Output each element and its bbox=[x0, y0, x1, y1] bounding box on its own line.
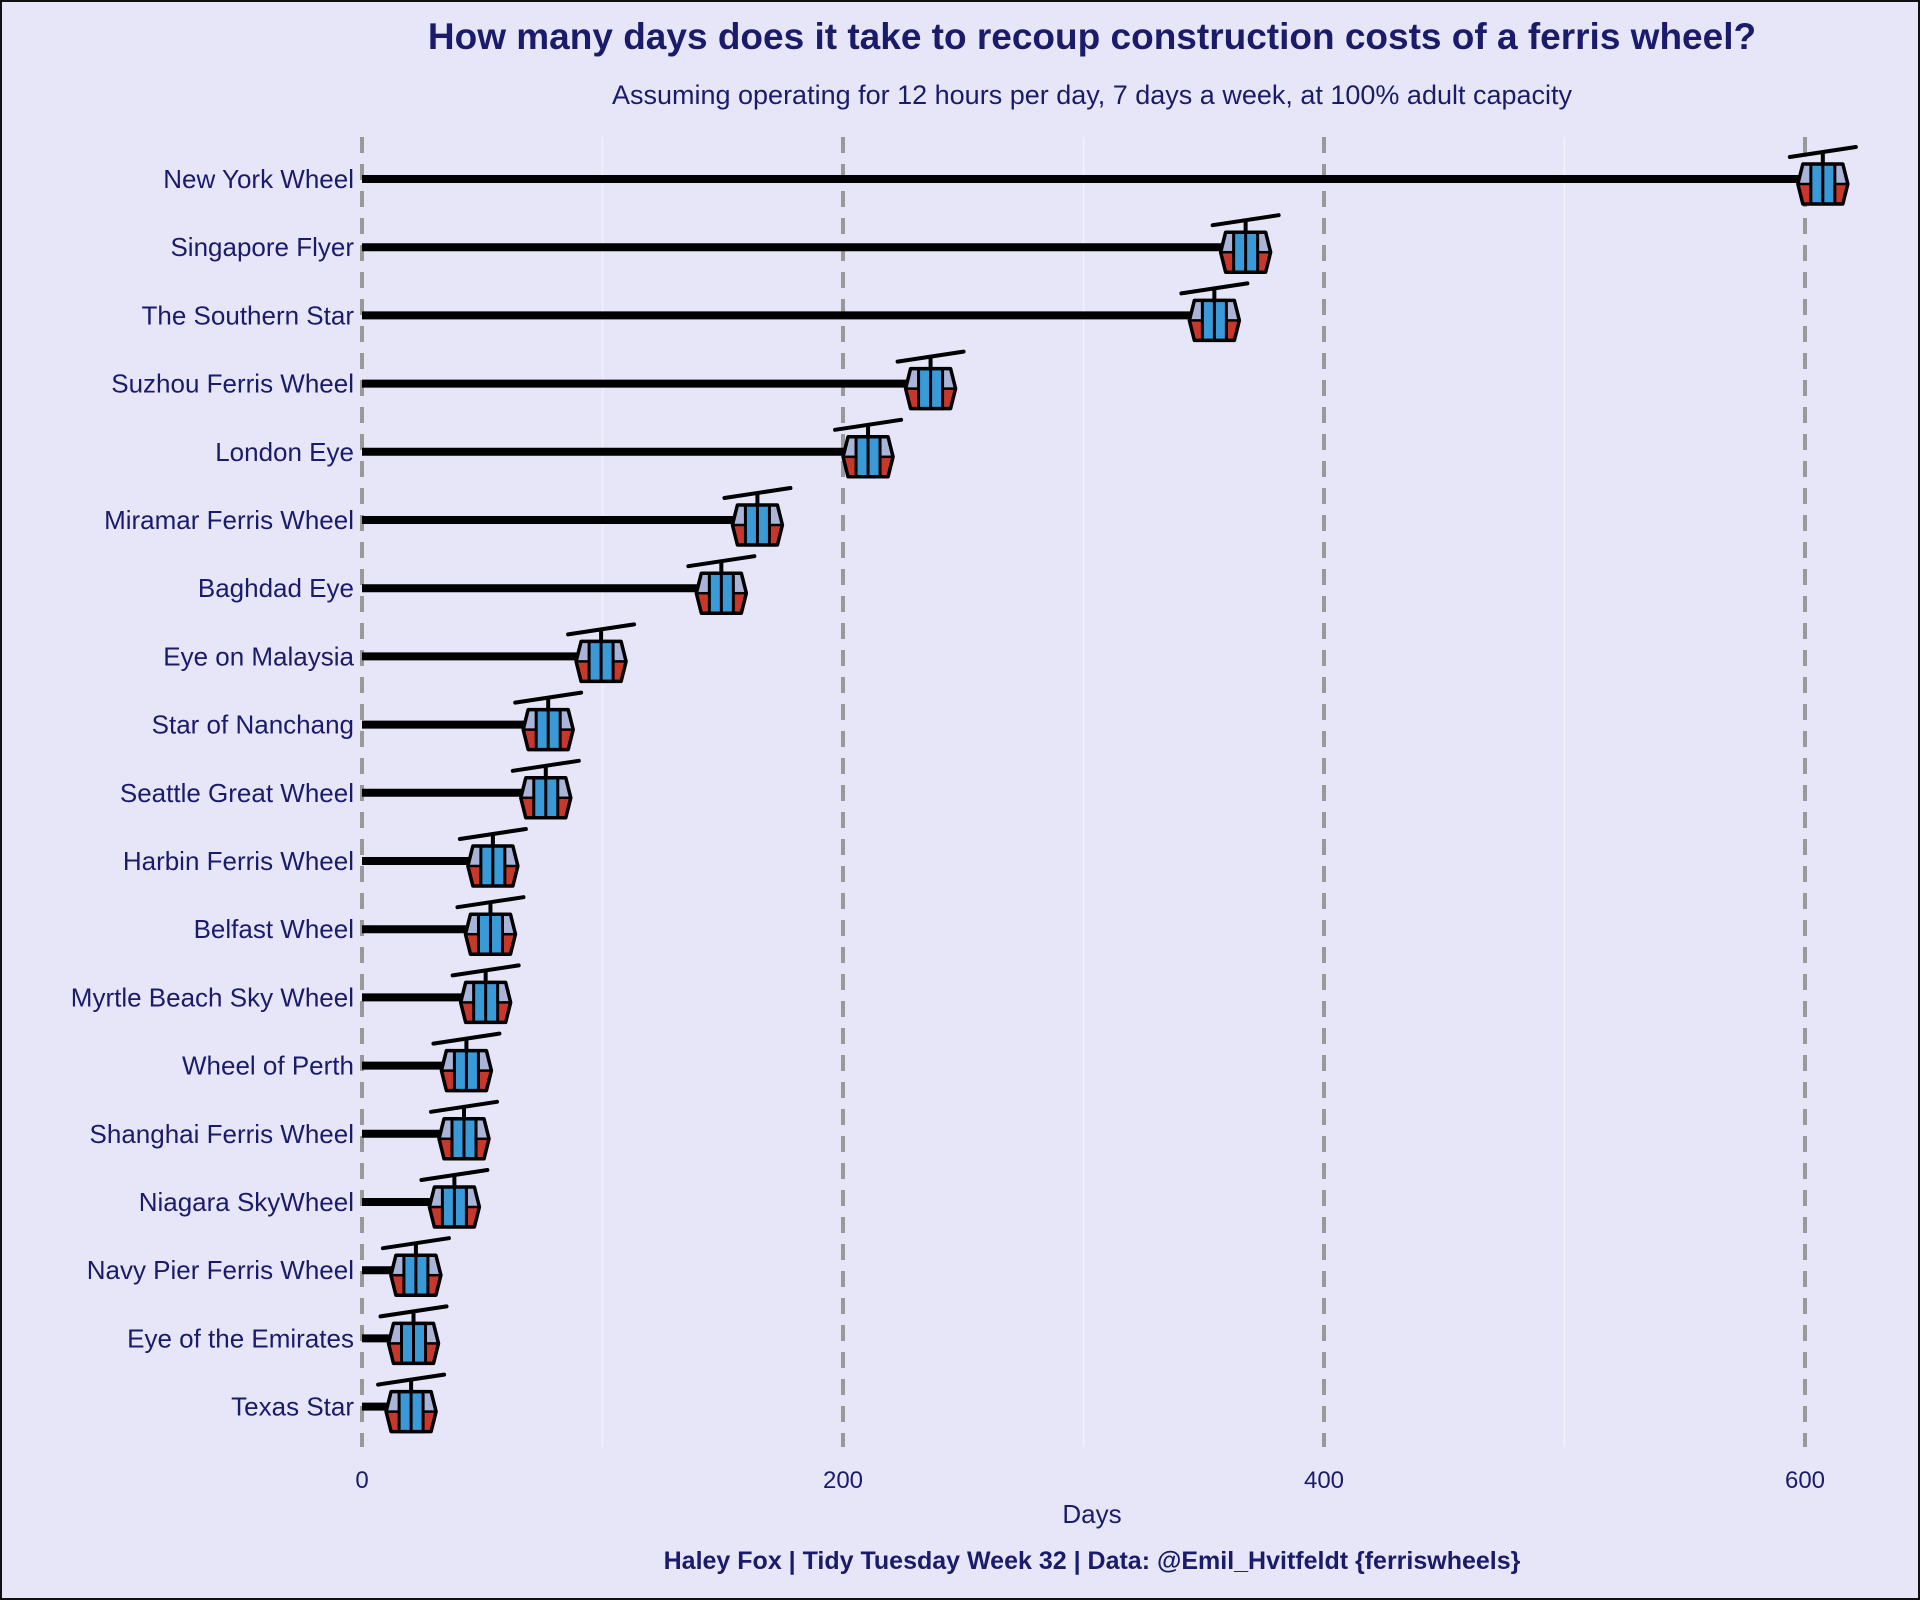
y-axis-label: Niagara SkyWheel bbox=[139, 1187, 354, 1217]
x-tick-label: 400 bbox=[1304, 1467, 1344, 1494]
y-axis-label: Navy Pier Ferris Wheel bbox=[87, 1255, 354, 1285]
y-axis-label: Texas Star bbox=[231, 1392, 354, 1422]
y-axis-label: Singapore Flyer bbox=[170, 232, 354, 262]
gondola-outline bbox=[458, 980, 513, 1025]
gondola-icon bbox=[431, 1031, 502, 1093]
y-axis-label: Suzhou Ferris Wheel bbox=[111, 369, 354, 399]
gondola-icon bbox=[450, 963, 521, 1025]
y-axis-label: Star of Nanchang bbox=[152, 710, 354, 740]
gondola-outline bbox=[574, 639, 628, 684]
y-axis-label: Belfast Wheel bbox=[194, 914, 354, 944]
y-axis-label: London Eye bbox=[215, 437, 354, 467]
gondola-outline bbox=[730, 503, 785, 547]
gondola-icon bbox=[378, 1304, 449, 1366]
y-axis-label: New York Wheel bbox=[163, 164, 354, 194]
y-axis-label: Harbin Ferris Wheel bbox=[123, 846, 354, 876]
gondola-outline bbox=[841, 435, 895, 479]
y-axis-label: Baghdad Eye bbox=[198, 573, 354, 603]
y-axis-label: Miramar Ferris Wheel bbox=[104, 505, 354, 535]
gondola-icon bbox=[1787, 145, 1858, 206]
y-axis-label: Seattle Great Wheel bbox=[120, 778, 354, 808]
x-tick-label: 200 bbox=[823, 1467, 863, 1494]
gondola-icon bbox=[429, 1099, 500, 1161]
gondola-outline bbox=[466, 844, 520, 888]
x-tick-label: 0 bbox=[355, 1467, 368, 1494]
gondola-outline bbox=[389, 1253, 443, 1297]
gondola-outline bbox=[521, 707, 575, 752]
gondola-outline bbox=[1796, 162, 1850, 206]
gondola-outline bbox=[437, 1117, 491, 1161]
gondola-icon bbox=[419, 1168, 490, 1229]
gondola-icon bbox=[722, 486, 793, 547]
gondola-icon bbox=[1210, 213, 1281, 274]
y-axis-label: Myrtle Beach Sky Wheel bbox=[71, 982, 354, 1012]
gondola-outline bbox=[463, 912, 518, 956]
gondola-icon bbox=[1179, 281, 1250, 343]
y-axis-label: Shanghai Ferris Wheel bbox=[90, 1119, 354, 1149]
gondola-icon bbox=[686, 554, 757, 615]
gondola-outline bbox=[1218, 230, 1273, 274]
y-axis-label: Eye on Malaysia bbox=[163, 641, 354, 671]
y-axis-label: Wheel of Perth bbox=[182, 1051, 354, 1081]
gondola-icon bbox=[513, 690, 584, 752]
gondola-outline bbox=[1187, 298, 1242, 343]
gondola-icon bbox=[455, 895, 526, 956]
gondola-outline bbox=[519, 776, 573, 820]
gondola-outline bbox=[384, 1389, 438, 1434]
gondola-outline bbox=[427, 1185, 482, 1229]
chart-caption: Haley Fox | Tidy Tuesday Week 32 | Data:… bbox=[663, 1547, 1521, 1575]
x-axis-label: Days bbox=[1062, 1499, 1122, 1529]
x-tick-label: 600 bbox=[1785, 1467, 1825, 1494]
chart-title: How many days does it take to recoup con… bbox=[427, 16, 1757, 57]
gondola-icon bbox=[566, 622, 637, 684]
gondola-icon bbox=[510, 758, 581, 820]
gondola-outline bbox=[694, 571, 749, 615]
gondola-outline bbox=[386, 1321, 441, 1366]
gondola-icon bbox=[833, 417, 904, 479]
gondola-outline bbox=[903, 366, 958, 411]
gondola-icon bbox=[380, 1236, 451, 1297]
gondola-icon bbox=[895, 349, 966, 411]
chart-subtitle: Assuming operating for 12 hours per day,… bbox=[611, 80, 1573, 110]
y-axis-label: Eye of the Emirates bbox=[127, 1323, 354, 1353]
y-axis-label: The Southern Star bbox=[142, 300, 355, 330]
gondola-icon bbox=[376, 1372, 447, 1434]
gondola-icon bbox=[457, 827, 528, 888]
gondola-outline bbox=[439, 1048, 494, 1093]
